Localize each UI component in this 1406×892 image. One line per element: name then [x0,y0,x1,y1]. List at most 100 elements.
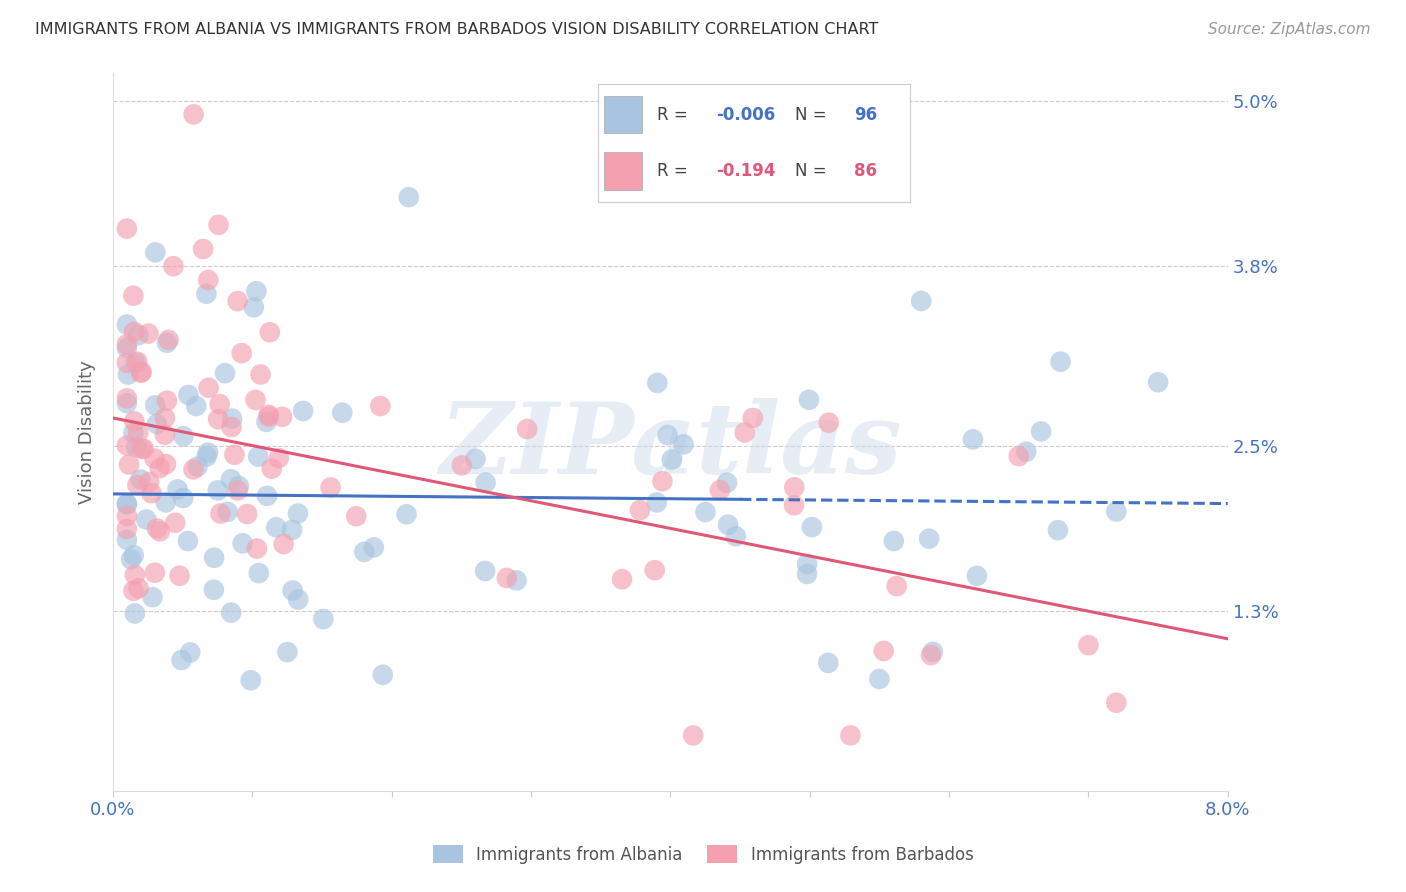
Point [267,451,290,466]
Point [966,569,988,583]
Point [186,459,208,474]
Point [734,425,756,440]
Point [883,534,905,549]
Point [207,483,229,498]
Point [1029,425,1052,439]
Point [918,532,941,546]
Point [873,644,896,658]
Legend: Immigrants from Albania, Immigrants from Barbados: Immigrants from Albania, Immigrants from… [426,838,980,871]
Point [138,475,160,489]
Point [197,273,219,287]
Point [236,507,259,521]
Point [783,480,806,494]
Point [207,218,229,232]
Point [724,529,747,543]
Point [172,429,194,443]
Point [115,341,138,355]
Point [695,505,717,519]
Point [209,507,232,521]
Point [170,653,193,667]
Point [124,356,146,370]
Point [149,524,172,539]
Point [495,571,517,585]
Point [330,406,353,420]
Point [183,107,205,121]
Point [125,440,148,454]
Point [1147,376,1170,390]
Point [800,520,823,534]
Point [256,415,278,429]
Point [202,550,225,565]
Point [129,366,152,380]
Point [464,451,486,466]
Point [628,503,651,517]
Point [169,568,191,582]
Point [143,566,166,580]
Point [709,483,731,497]
Point [645,376,668,390]
Point [141,486,163,500]
Point [207,412,229,426]
Point [162,259,184,273]
Point [741,411,763,425]
Point [657,428,679,442]
Point [141,590,163,604]
Point [191,242,214,256]
Point [886,579,908,593]
Point [115,508,138,523]
Point [214,366,236,380]
Point [232,536,254,550]
Point [217,505,239,519]
Point [155,495,177,509]
Point [371,667,394,681]
Point [264,520,287,534]
Point [221,420,243,434]
Point [395,507,418,521]
Point [183,462,205,476]
Point [197,445,219,459]
Text: Source: ZipAtlas.com: Source: ZipAtlas.com [1208,22,1371,37]
Point [127,425,149,440]
Point [115,497,138,511]
Point [115,497,138,511]
Point [115,318,138,332]
Point [257,408,280,422]
Point [287,592,309,607]
Point [672,437,695,451]
Point [257,409,280,424]
Point [450,458,472,473]
Point [219,472,242,486]
Point [921,645,943,659]
Point [245,392,267,407]
Point [516,422,538,436]
Point [219,606,242,620]
Point [124,568,146,582]
Point [127,478,149,492]
Point [153,427,176,442]
Point [610,572,633,586]
Point [292,404,315,418]
Point [281,523,304,537]
Point [312,612,335,626]
Point [910,293,932,308]
Point [135,512,157,526]
Point [138,326,160,341]
Point [249,368,271,382]
Point [319,480,342,494]
Text: IMMIGRANTS FROM ALBANIA VS IMMIGRANTS FROM BARBADOS VISION DISABILITY CORRELATIO: IMMIGRANTS FROM ALBANIA VS IMMIGRANTS FR… [35,22,879,37]
Point [717,517,740,532]
Point [157,333,180,347]
Point [202,582,225,597]
Point [1105,696,1128,710]
Text: ZIPatlas: ZIPatlas [439,398,901,494]
Point [344,509,367,524]
Point [817,416,839,430]
Point [645,495,668,509]
Point [177,388,200,402]
Point [122,548,145,562]
Point [474,475,496,490]
Point [143,451,166,466]
Point [197,381,219,395]
Point [120,552,142,566]
Point [1049,354,1071,368]
